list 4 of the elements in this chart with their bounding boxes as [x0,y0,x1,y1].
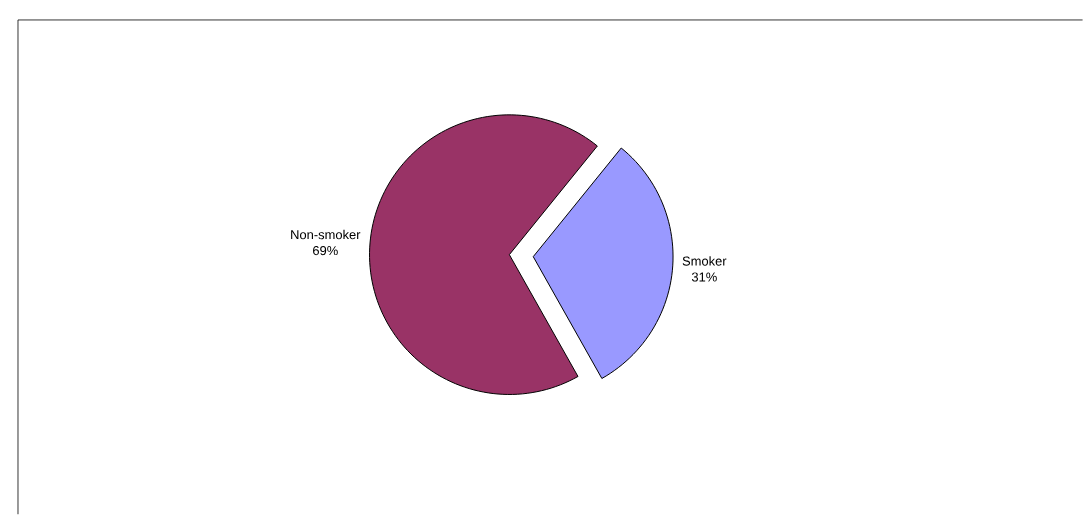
data-label: 69% [313,246,338,256]
data-label: 31% [691,272,717,282]
slice-label: Non-smoker [291,229,361,240]
slice-label: Smoker [682,256,727,266]
